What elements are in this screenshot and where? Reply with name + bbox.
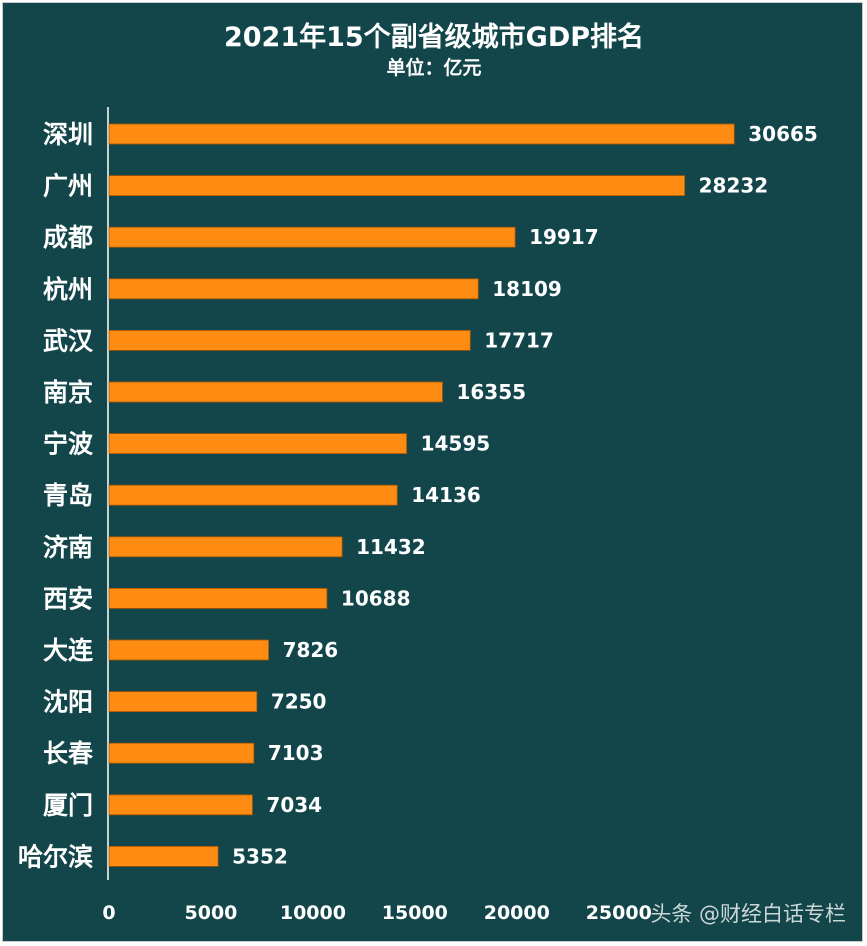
x-axis-ticks: 0 5000 10000 15000 20000 25000	[102, 902, 651, 924]
bar-14	[108, 846, 219, 867]
value-label: 18109	[492, 277, 562, 301]
value-label: 14136	[411, 483, 481, 507]
category-label: 沈阳	[43, 688, 93, 717]
bar-10	[108, 639, 269, 661]
category-label: 长春	[43, 739, 93, 768]
category-label: 成都	[43, 223, 93, 252]
category-label: 西安	[43, 584, 93, 613]
x-tick-label: 15000	[382, 902, 448, 924]
bar-0	[108, 123, 735, 145]
value-label: 10688	[341, 586, 411, 610]
bar-6	[108, 433, 407, 455]
bar-12	[108, 742, 255, 764]
value-label: 7103	[268, 741, 324, 765]
bar-3	[108, 278, 479, 300]
value-label: 28232	[699, 174, 769, 198]
category-label: 大连	[43, 636, 94, 665]
chart-title: 2021年15个副省级城市GDP排名	[224, 21, 644, 53]
x-tick-label: 5000	[185, 902, 238, 924]
bar-11	[108, 691, 258, 712]
chart-subtitle: 单位：亿元	[386, 56, 481, 79]
bar-2	[108, 226, 516, 248]
value-labels: 30665 28232 19917 18109 17717 16355 14595 14136…	[232, 122, 818, 868]
value-label: 17717	[484, 328, 554, 352]
bar-5	[108, 381, 443, 403]
value-label: 7250	[271, 690, 327, 714]
bar-8	[108, 536, 343, 558]
category-label: 宁波	[43, 430, 94, 459]
category-label: 南京	[43, 378, 93, 407]
x-tick-label: 10000	[280, 902, 346, 924]
category-label: 济南	[43, 533, 93, 562]
bar-7	[108, 484, 398, 506]
bar-9	[108, 588, 328, 609]
watermark-text: 头条 @财经白话专栏	[650, 902, 846, 926]
value-label: 5352	[232, 844, 288, 868]
value-label: 7034	[266, 793, 322, 817]
value-label: 16355	[456, 380, 526, 404]
bars-group	[108, 123, 735, 867]
category-label: 杭州	[43, 275, 93, 304]
x-tick-label: 0	[102, 902, 115, 924]
x-tick-label: 25000	[586, 902, 652, 924]
category-label: 深圳	[43, 120, 93, 149]
category-label: 广州	[43, 172, 93, 201]
value-label: 7826	[283, 638, 339, 662]
bar-4	[108, 329, 471, 351]
category-label: 厦门	[43, 791, 93, 820]
value-label: 14595	[421, 432, 491, 456]
category-label: 青岛	[43, 481, 93, 510]
x-tick-label: 20000	[484, 902, 550, 924]
category-label: 哈尔滨	[18, 842, 93, 871]
value-label: 11432	[356, 535, 426, 559]
bar-13	[108, 794, 253, 816]
category-label: 武汉	[43, 326, 94, 355]
bar-1	[108, 175, 686, 197]
value-label: 19917	[529, 225, 599, 249]
value-label: 30665	[748, 122, 818, 146]
